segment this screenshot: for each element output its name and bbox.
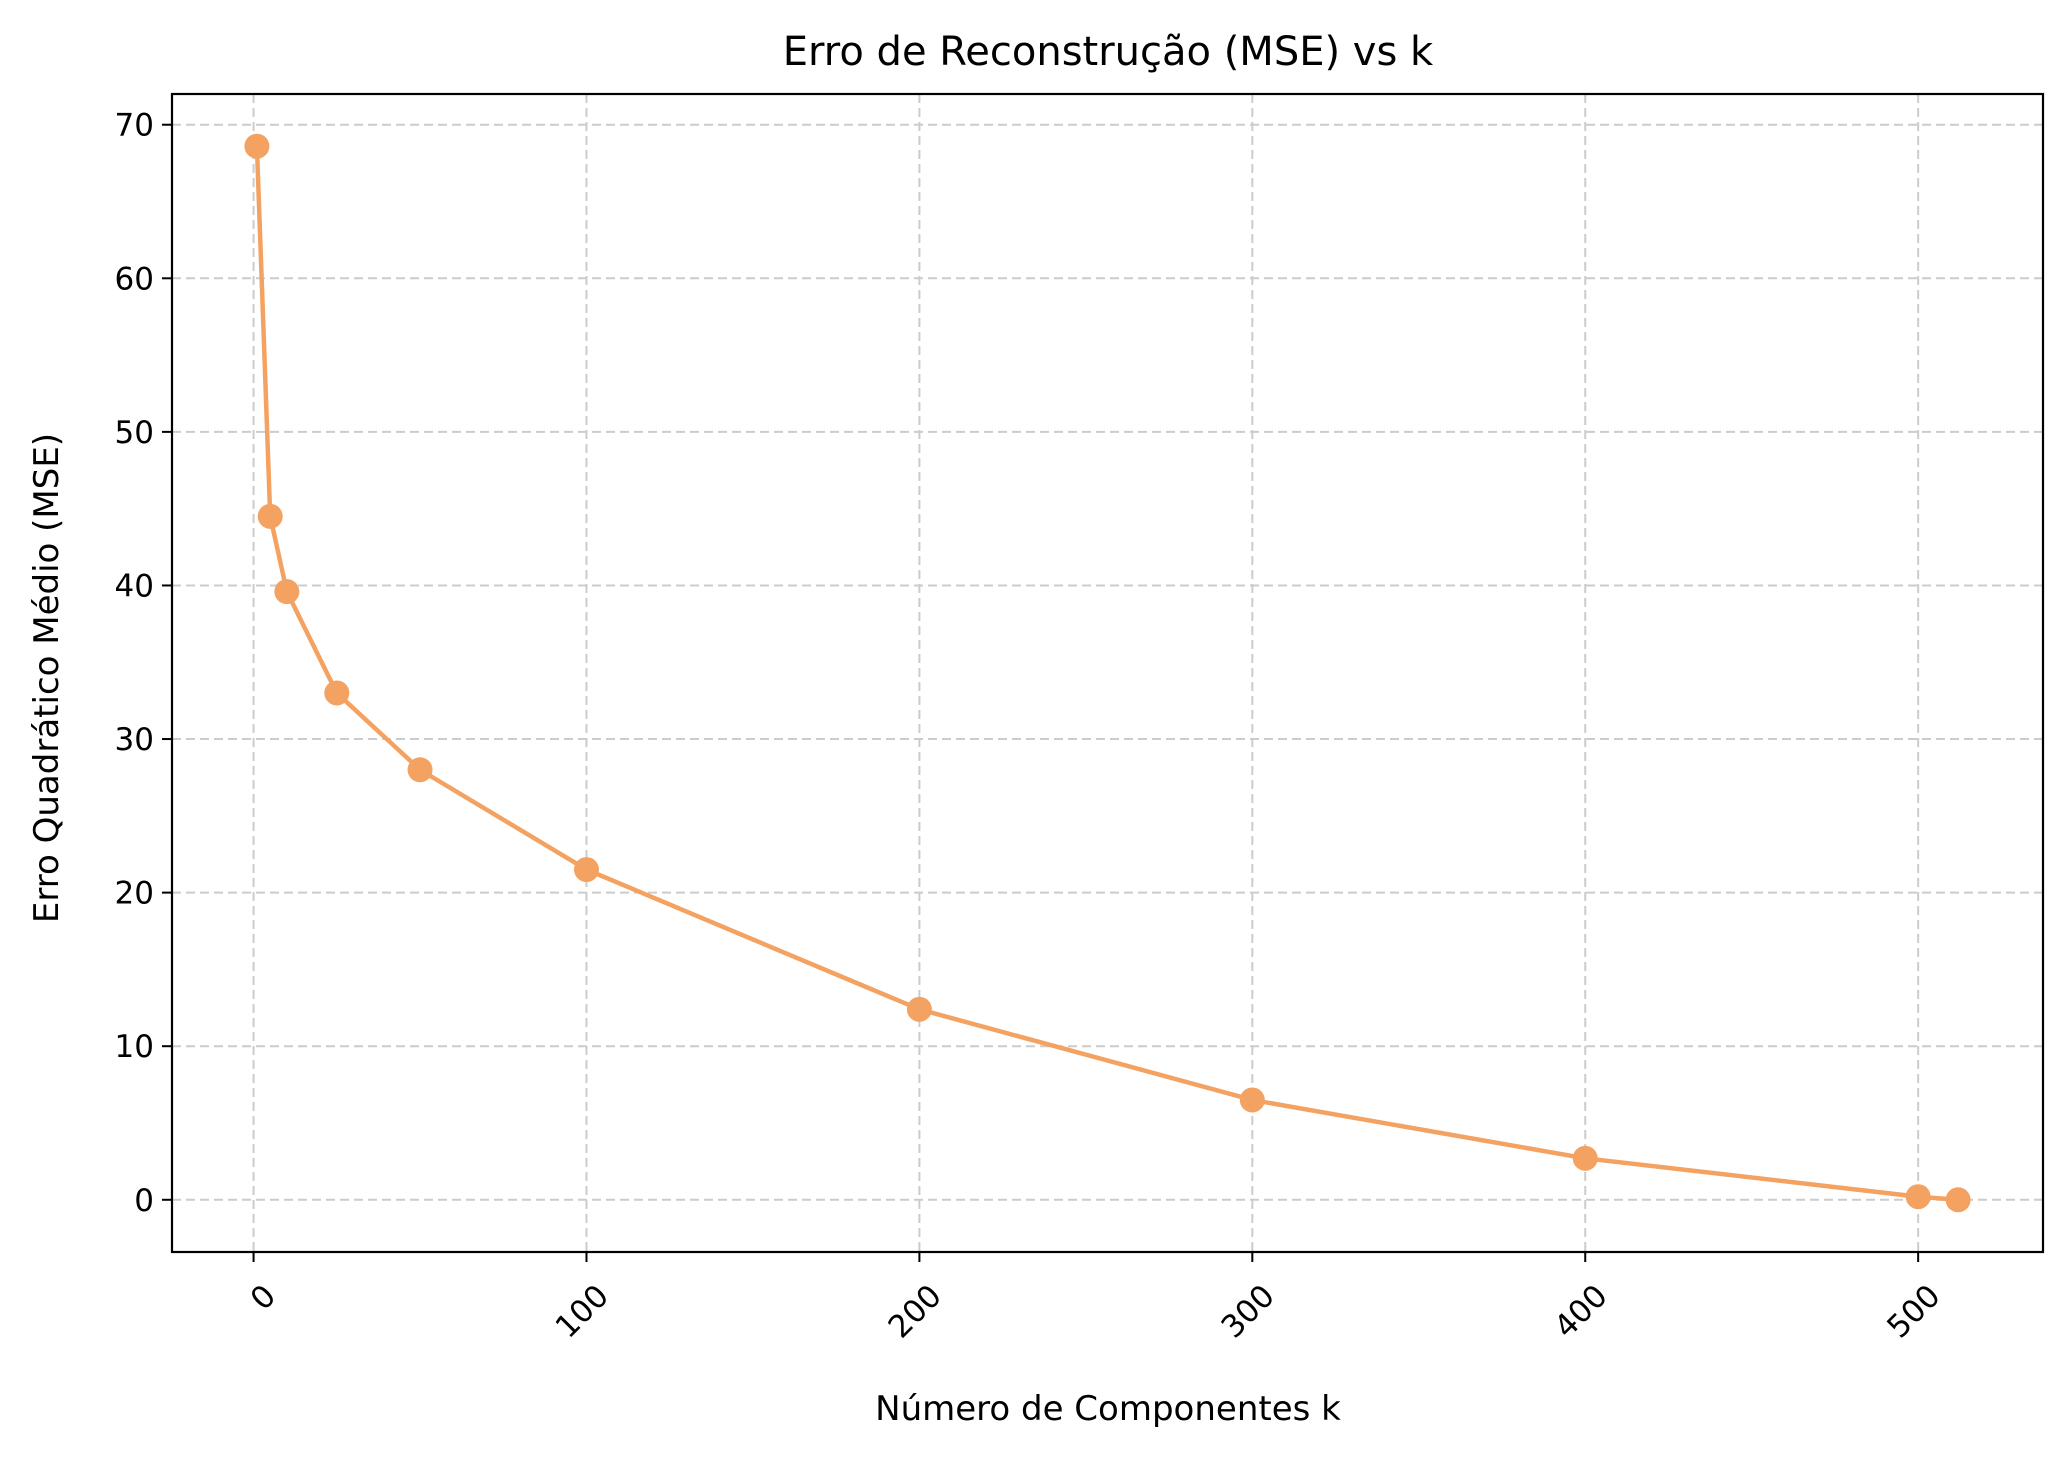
- data-point: [1239, 1087, 1265, 1113]
- data-point: [244, 133, 270, 159]
- data-point: [1905, 1184, 1931, 1210]
- chart-title: Erro de Reconstrução (MSE) vs k: [783, 29, 1434, 75]
- data-point: [324, 680, 350, 706]
- y-tick-label: 20: [115, 876, 154, 912]
- y-tick-label: 60: [115, 261, 154, 297]
- y-axis-label: Erro Quadrático Médio (MSE): [27, 433, 67, 923]
- data-point: [1572, 1145, 1598, 1171]
- data-point: [1945, 1187, 1971, 1213]
- y-tick-label: 40: [115, 568, 154, 604]
- series-layer: [244, 133, 1971, 1213]
- grid: [172, 94, 2043, 1252]
- data-point: [573, 857, 599, 883]
- x-axis-label: Número de Componentes k: [875, 1389, 1341, 1429]
- plot-frame: [170, 92, 2045, 1254]
- y-tick-label: 0: [134, 1183, 154, 1219]
- data-point: [274, 579, 300, 605]
- data-point: [407, 757, 433, 783]
- y-tick-label: 70: [115, 108, 154, 144]
- y-tick-label: 30: [115, 722, 154, 758]
- y-tick-label: 50: [115, 415, 154, 451]
- data-point: [257, 503, 283, 529]
- y-tick-label: 10: [115, 1029, 154, 1065]
- data-point: [906, 996, 932, 1022]
